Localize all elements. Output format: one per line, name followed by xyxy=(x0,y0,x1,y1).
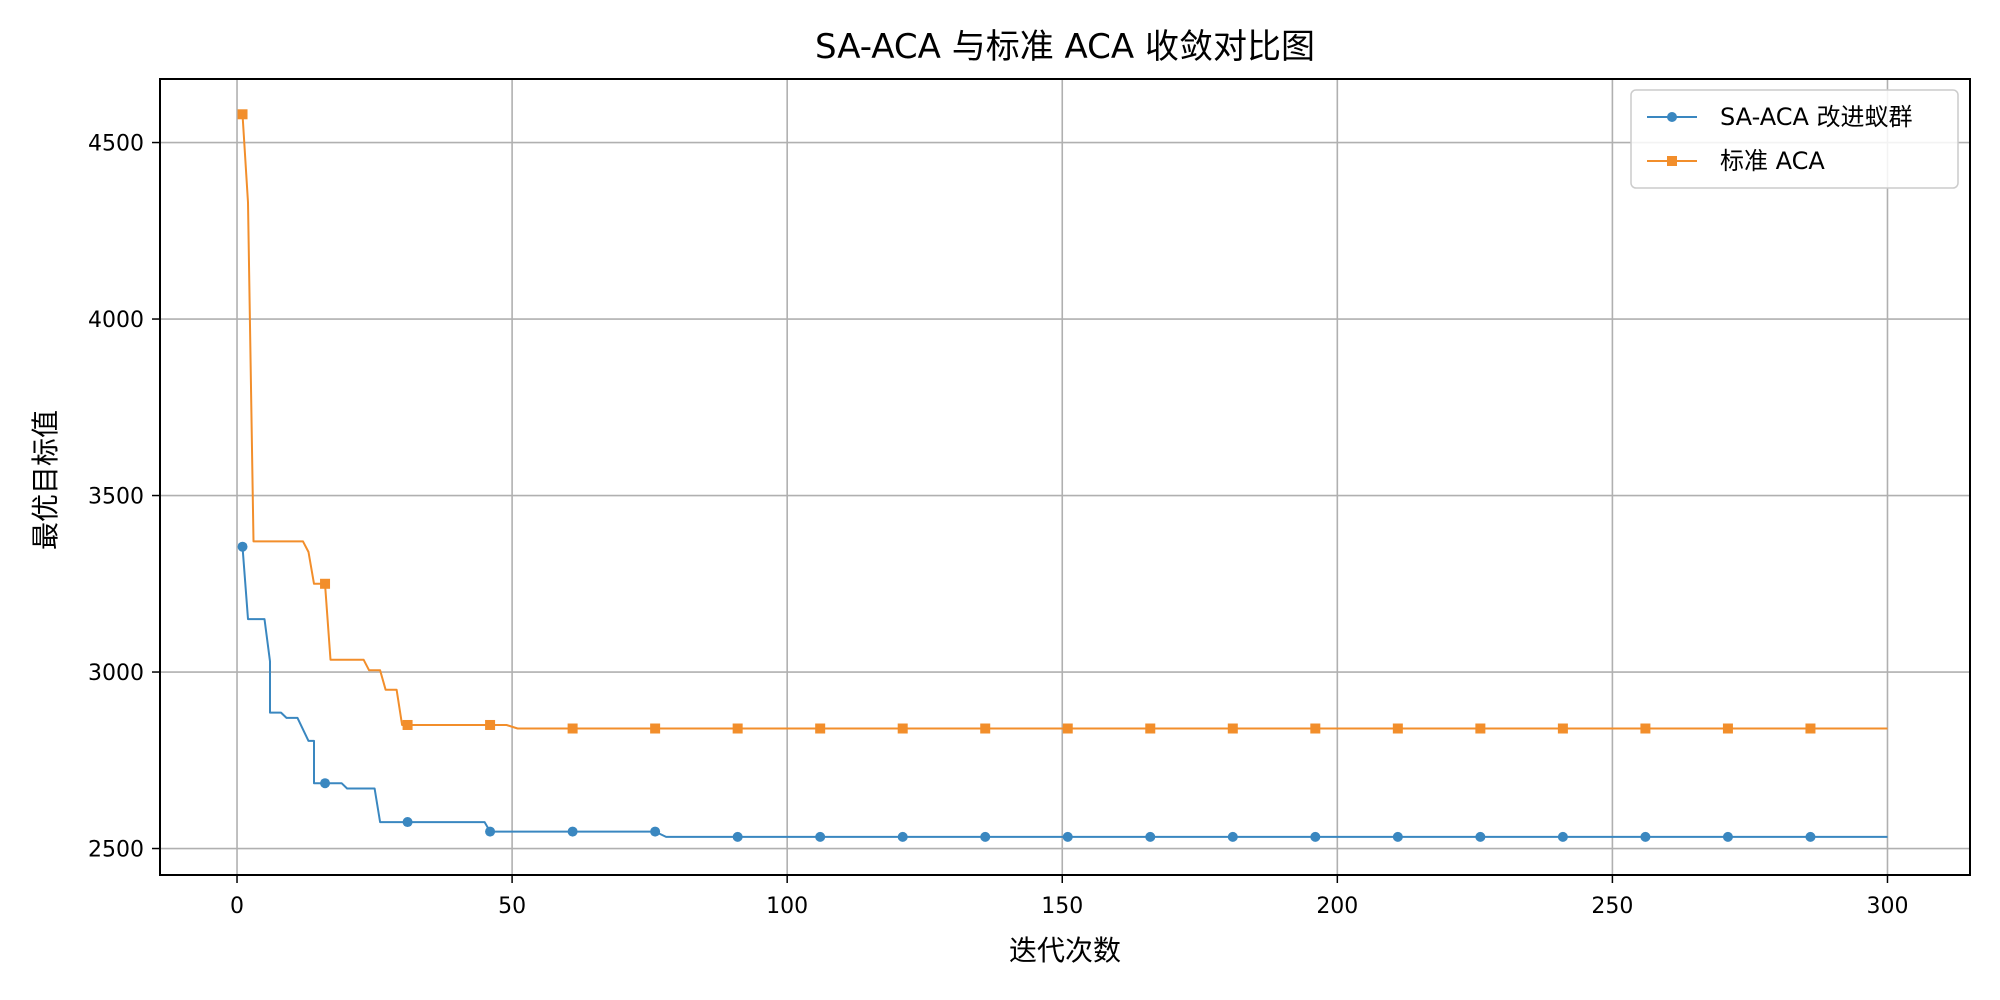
sa-aca-series xyxy=(237,541,1888,842)
sa-aca-point xyxy=(1145,831,1156,842)
x-tick-label: 0 xyxy=(230,894,244,919)
standard-aca-point xyxy=(1392,723,1403,734)
plot-area-frame xyxy=(159,78,1971,876)
standard-aca-point xyxy=(485,719,496,730)
sa-aca-point xyxy=(650,826,661,837)
standard-aca-point xyxy=(1145,723,1156,734)
x-tick-label: 50 xyxy=(498,894,526,919)
y-axis-title: 最优目标值 xyxy=(29,410,62,550)
legend-standard-aca-label: 标准 ACA xyxy=(1720,147,1825,175)
y-tick-label: 2500 xyxy=(88,838,144,863)
sa-aca-point xyxy=(1392,831,1403,842)
sa-aca-point xyxy=(1722,831,1733,842)
standard-aca-point xyxy=(320,578,331,589)
standard-aca-point xyxy=(732,723,743,734)
standard-aca-point xyxy=(1557,723,1568,734)
series-layer xyxy=(237,109,1888,842)
y-tick-label: 4000 xyxy=(88,308,144,333)
y-tick-label: 4500 xyxy=(88,132,144,157)
sa-aca-point xyxy=(237,541,248,552)
sa-aca-point xyxy=(897,831,908,842)
standard-aca-point xyxy=(1227,723,1238,734)
x-tick-label: 200 xyxy=(1316,894,1358,919)
sa-aca-line xyxy=(241,546,1888,838)
x-tick-label: 300 xyxy=(1866,894,1908,919)
sa-aca-point xyxy=(320,778,331,789)
legend-standard-aca-marker xyxy=(1667,156,1677,166)
x-axis-title: 迭代次数 xyxy=(1009,934,1121,967)
y-tick-label: 3000 xyxy=(88,661,144,686)
sa-aca-point xyxy=(980,831,991,842)
y-tick-label: 3500 xyxy=(88,485,144,510)
sa-aca-point xyxy=(1227,831,1238,842)
sa-aca-point xyxy=(1557,831,1568,842)
legend-sa-aca-marker xyxy=(1667,112,1677,122)
sa-aca-point xyxy=(732,831,743,842)
standard-aca-point xyxy=(1805,723,1816,734)
x-tick-label: 150 xyxy=(1041,894,1083,919)
sa-aca-point xyxy=(1805,831,1816,842)
standard-aca-point xyxy=(815,723,826,734)
standard-aca-point xyxy=(650,723,661,734)
standard-aca-series xyxy=(237,109,1888,734)
standard-aca-point xyxy=(1310,723,1321,734)
standard-aca-point xyxy=(1475,723,1486,734)
x-tick-label: 250 xyxy=(1591,894,1633,919)
standard-aca-point xyxy=(237,109,248,120)
sa-aca-point xyxy=(1475,831,1486,842)
standard-aca-point xyxy=(1722,723,1733,734)
sa-aca-point xyxy=(1310,831,1321,842)
grid-layer xyxy=(160,79,1970,875)
sa-aca-point xyxy=(485,826,496,837)
sa-aca-point xyxy=(1062,831,1073,842)
legend-box xyxy=(1630,89,1959,189)
standard-aca-point xyxy=(567,723,578,734)
standard-aca-point xyxy=(980,723,991,734)
standard-aca-point xyxy=(1062,723,1073,734)
sa-aca-point xyxy=(567,826,578,837)
standard-aca-point xyxy=(402,719,413,730)
sa-aca-point xyxy=(1640,831,1651,842)
legend-sa-aca-label: SA-ACA 改进蚁群 xyxy=(1720,103,1913,131)
sa-aca-point xyxy=(815,831,826,842)
x-tick-label: 100 xyxy=(766,894,808,919)
ticks-layer: 0 50 100 150 200 250 300 2500 3000 3500 4000 4500 xyxy=(88,132,1908,919)
standard-aca-line xyxy=(241,114,1888,730)
chart-title: SA-ACA 与标准 ACA 收敛对比图 xyxy=(815,27,1315,67)
standard-aca-point xyxy=(897,723,908,734)
sa-aca-point xyxy=(402,817,413,828)
standard-aca-point xyxy=(1640,723,1651,734)
